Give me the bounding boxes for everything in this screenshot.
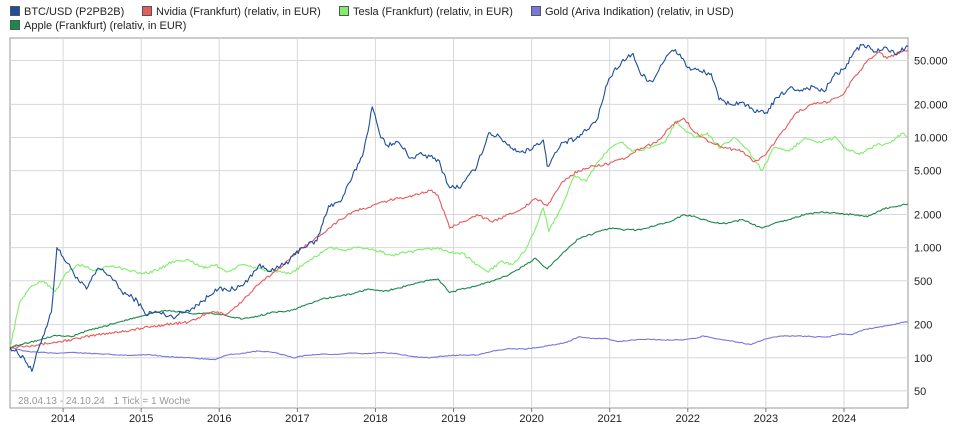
legend-entry-nvidia: Nvidia (Frankfurt) (relativ, in EUR) xyxy=(142,6,321,19)
legend-label-tesla: Tesla (Frankfurt) (relativ, in EUR) xyxy=(353,6,513,18)
y-tick-label: 20.000 xyxy=(914,99,948,111)
y-tick-label: 10.000 xyxy=(914,132,948,144)
legend-entry-tesla: Tesla (Frankfurt) (relativ, in EUR) xyxy=(339,6,513,19)
legend-swatch-apple xyxy=(10,20,20,30)
x-tick-label: 2020 xyxy=(519,413,543,425)
footnote-date-range: 28.04.13 - 24.10.24 xyxy=(18,396,105,407)
x-tick-label: 2022 xyxy=(676,413,700,425)
x-tick-label: 2014 xyxy=(51,413,75,425)
legend-swatch-gold xyxy=(531,6,541,16)
legend-label-apple: Apple (Frankfurt) (relativ, in EUR) xyxy=(24,20,187,32)
legend-entry-apple: Apple (Frankfurt) (relativ, in EUR) xyxy=(10,20,186,33)
legend-label-gold: Gold (Ariva Indikation) (relativ, in USD… xyxy=(545,6,734,18)
chart-footnote: 28.04.13 - 24.10.24 1 Tick = 1 Woche xyxy=(18,396,196,407)
y-tick-label: 5.000 xyxy=(914,166,942,178)
y-tick-label: 100 xyxy=(914,353,932,365)
grid-layer xyxy=(10,38,908,408)
legend-label-nvidia: Nvidia (Frankfurt) (relativ, in EUR) xyxy=(156,6,321,18)
legend-entry-btc: BTC/USD (P2PB2B) xyxy=(10,6,124,19)
legend-swatch-btc xyxy=(10,6,20,16)
x-tick-label: 2016 xyxy=(207,413,231,425)
legend-swatch-tesla xyxy=(339,6,349,16)
legend-swatch-nvidia xyxy=(142,6,152,16)
x-tick-label: 2017 xyxy=(285,413,309,425)
legend-label-btc: BTC/USD (P2PB2B) xyxy=(24,6,125,18)
footnote-tick-interval: 1 Tick = 1 Woche xyxy=(113,396,191,407)
series-line-3 xyxy=(9,321,909,361)
y-tick-label: 500 xyxy=(914,276,932,288)
y-tick-label: 200 xyxy=(914,320,932,332)
y-tick-label: 2.000 xyxy=(914,209,942,221)
y-tick-label: 50.000 xyxy=(914,55,948,67)
series-line-1 xyxy=(9,49,909,349)
x-tick-label: 2024 xyxy=(832,413,856,425)
y-tick-label: 50 xyxy=(914,386,926,398)
series-line-4 xyxy=(9,203,909,348)
y-tick-label: 1.000 xyxy=(914,243,942,255)
series-layer xyxy=(9,43,909,373)
x-tick-label: 2015 xyxy=(129,413,153,425)
legend-entry-gold: Gold (Ariva Indikation) (relativ, in USD… xyxy=(531,6,734,19)
x-tick-label: 2018 xyxy=(363,413,387,425)
series-line-2 xyxy=(9,120,909,348)
x-tick-label: 2019 xyxy=(441,413,465,425)
x-tick-label: 2021 xyxy=(597,413,621,425)
x-tick-label: 2023 xyxy=(754,413,778,425)
axis-layer: 50 100 200 500 1.000 2.000 5.000 10.000 20.000 50… xyxy=(51,55,948,425)
series-line-0 xyxy=(9,43,909,373)
